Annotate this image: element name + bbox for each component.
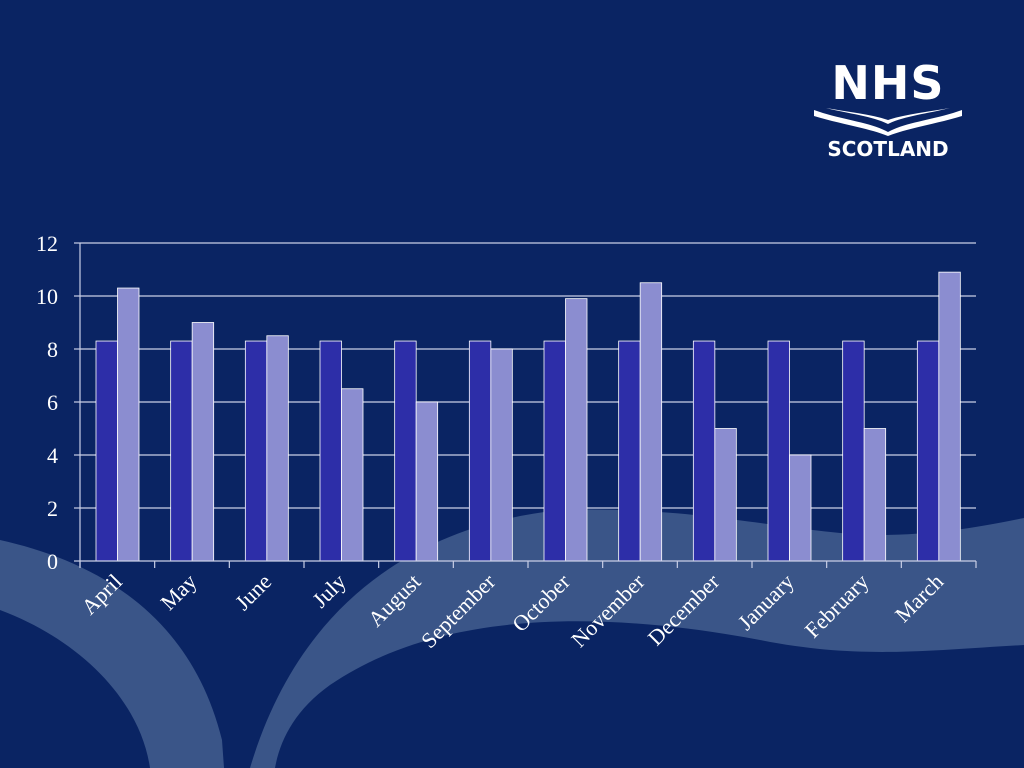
bar-february-series-2 — [863, 428, 887, 562]
bar-december-series-1 — [692, 340, 716, 562]
x-tick-label-august: August — [363, 569, 426, 632]
bar-july-series-1 — [319, 340, 342, 562]
bar-may-series-1 — [170, 340, 193, 562]
bar-september-series-1 — [468, 340, 492, 562]
bar-april-series-2 — [117, 287, 140, 562]
bar-november-series-1 — [618, 340, 641, 562]
x-tick-label-january: January — [733, 569, 799, 635]
y-tick-label: 4 — [47, 443, 58, 468]
bar-january-series-2 — [789, 454, 812, 562]
bar-october-series-1 — [543, 340, 566, 562]
decor-wave-left — [0, 540, 224, 768]
gridlines — [80, 242, 976, 509]
bar-august-series-2 — [415, 401, 439, 562]
y-tick-label: 10 — [36, 284, 58, 309]
bar-july-series-2 — [341, 388, 364, 562]
bar-october-series-2 — [565, 298, 588, 562]
y-tick-labels: 0 2 4 6 8 10 12 — [36, 231, 58, 574]
x-tick-label-october: October — [507, 568, 575, 636]
nhs-scotland-logo: NHS SCOTLAND — [812, 58, 964, 168]
logo-nhs-text: NHS — [831, 56, 945, 110]
y-tick-label: 8 — [47, 337, 58, 362]
bar-june-series-1 — [244, 340, 268, 562]
bar-november-series-2 — [639, 282, 663, 562]
bar-december-series-2 — [714, 428, 737, 562]
bar-april-series-1 — [95, 340, 118, 562]
y-tick-label: 6 — [47, 390, 58, 415]
y-tick-label: 12 — [36, 231, 58, 256]
open-book-icon — [814, 108, 962, 136]
x-tick-label-may: May — [155, 569, 201, 615]
logo-scotland-text: SCOTLAND — [827, 137, 949, 161]
bar-february-series-1 — [842, 340, 865, 562]
bar-january-series-1 — [767, 340, 790, 562]
bar-september-series-2 — [490, 348, 513, 562]
y-tick-label: 0 — [47, 549, 58, 574]
bar-may-series-2 — [191, 322, 215, 562]
bars — [95, 271, 961, 562]
x-tick-label-april: April — [76, 569, 127, 620]
bar-march-series-1 — [916, 340, 940, 562]
bar-march-series-2 — [938, 271, 961, 562]
bar-august-series-1 — [394, 340, 417, 562]
y-tick-label: 2 — [47, 496, 58, 521]
decor-wave-right — [250, 509, 1024, 768]
x-tick-label-june: June — [230, 569, 276, 615]
x-tick-label-december: December — [643, 568, 725, 650]
x-tick-label-november: November — [566, 568, 650, 652]
x-tick-label-february: February — [800, 569, 874, 643]
x-tick-label-march: March — [890, 569, 948, 627]
axes — [74, 242, 977, 568]
x-tick-label-september: September — [416, 568, 501, 653]
x-tick-label-july: July — [307, 569, 351, 613]
bar-june-series-2 — [266, 335, 289, 562]
